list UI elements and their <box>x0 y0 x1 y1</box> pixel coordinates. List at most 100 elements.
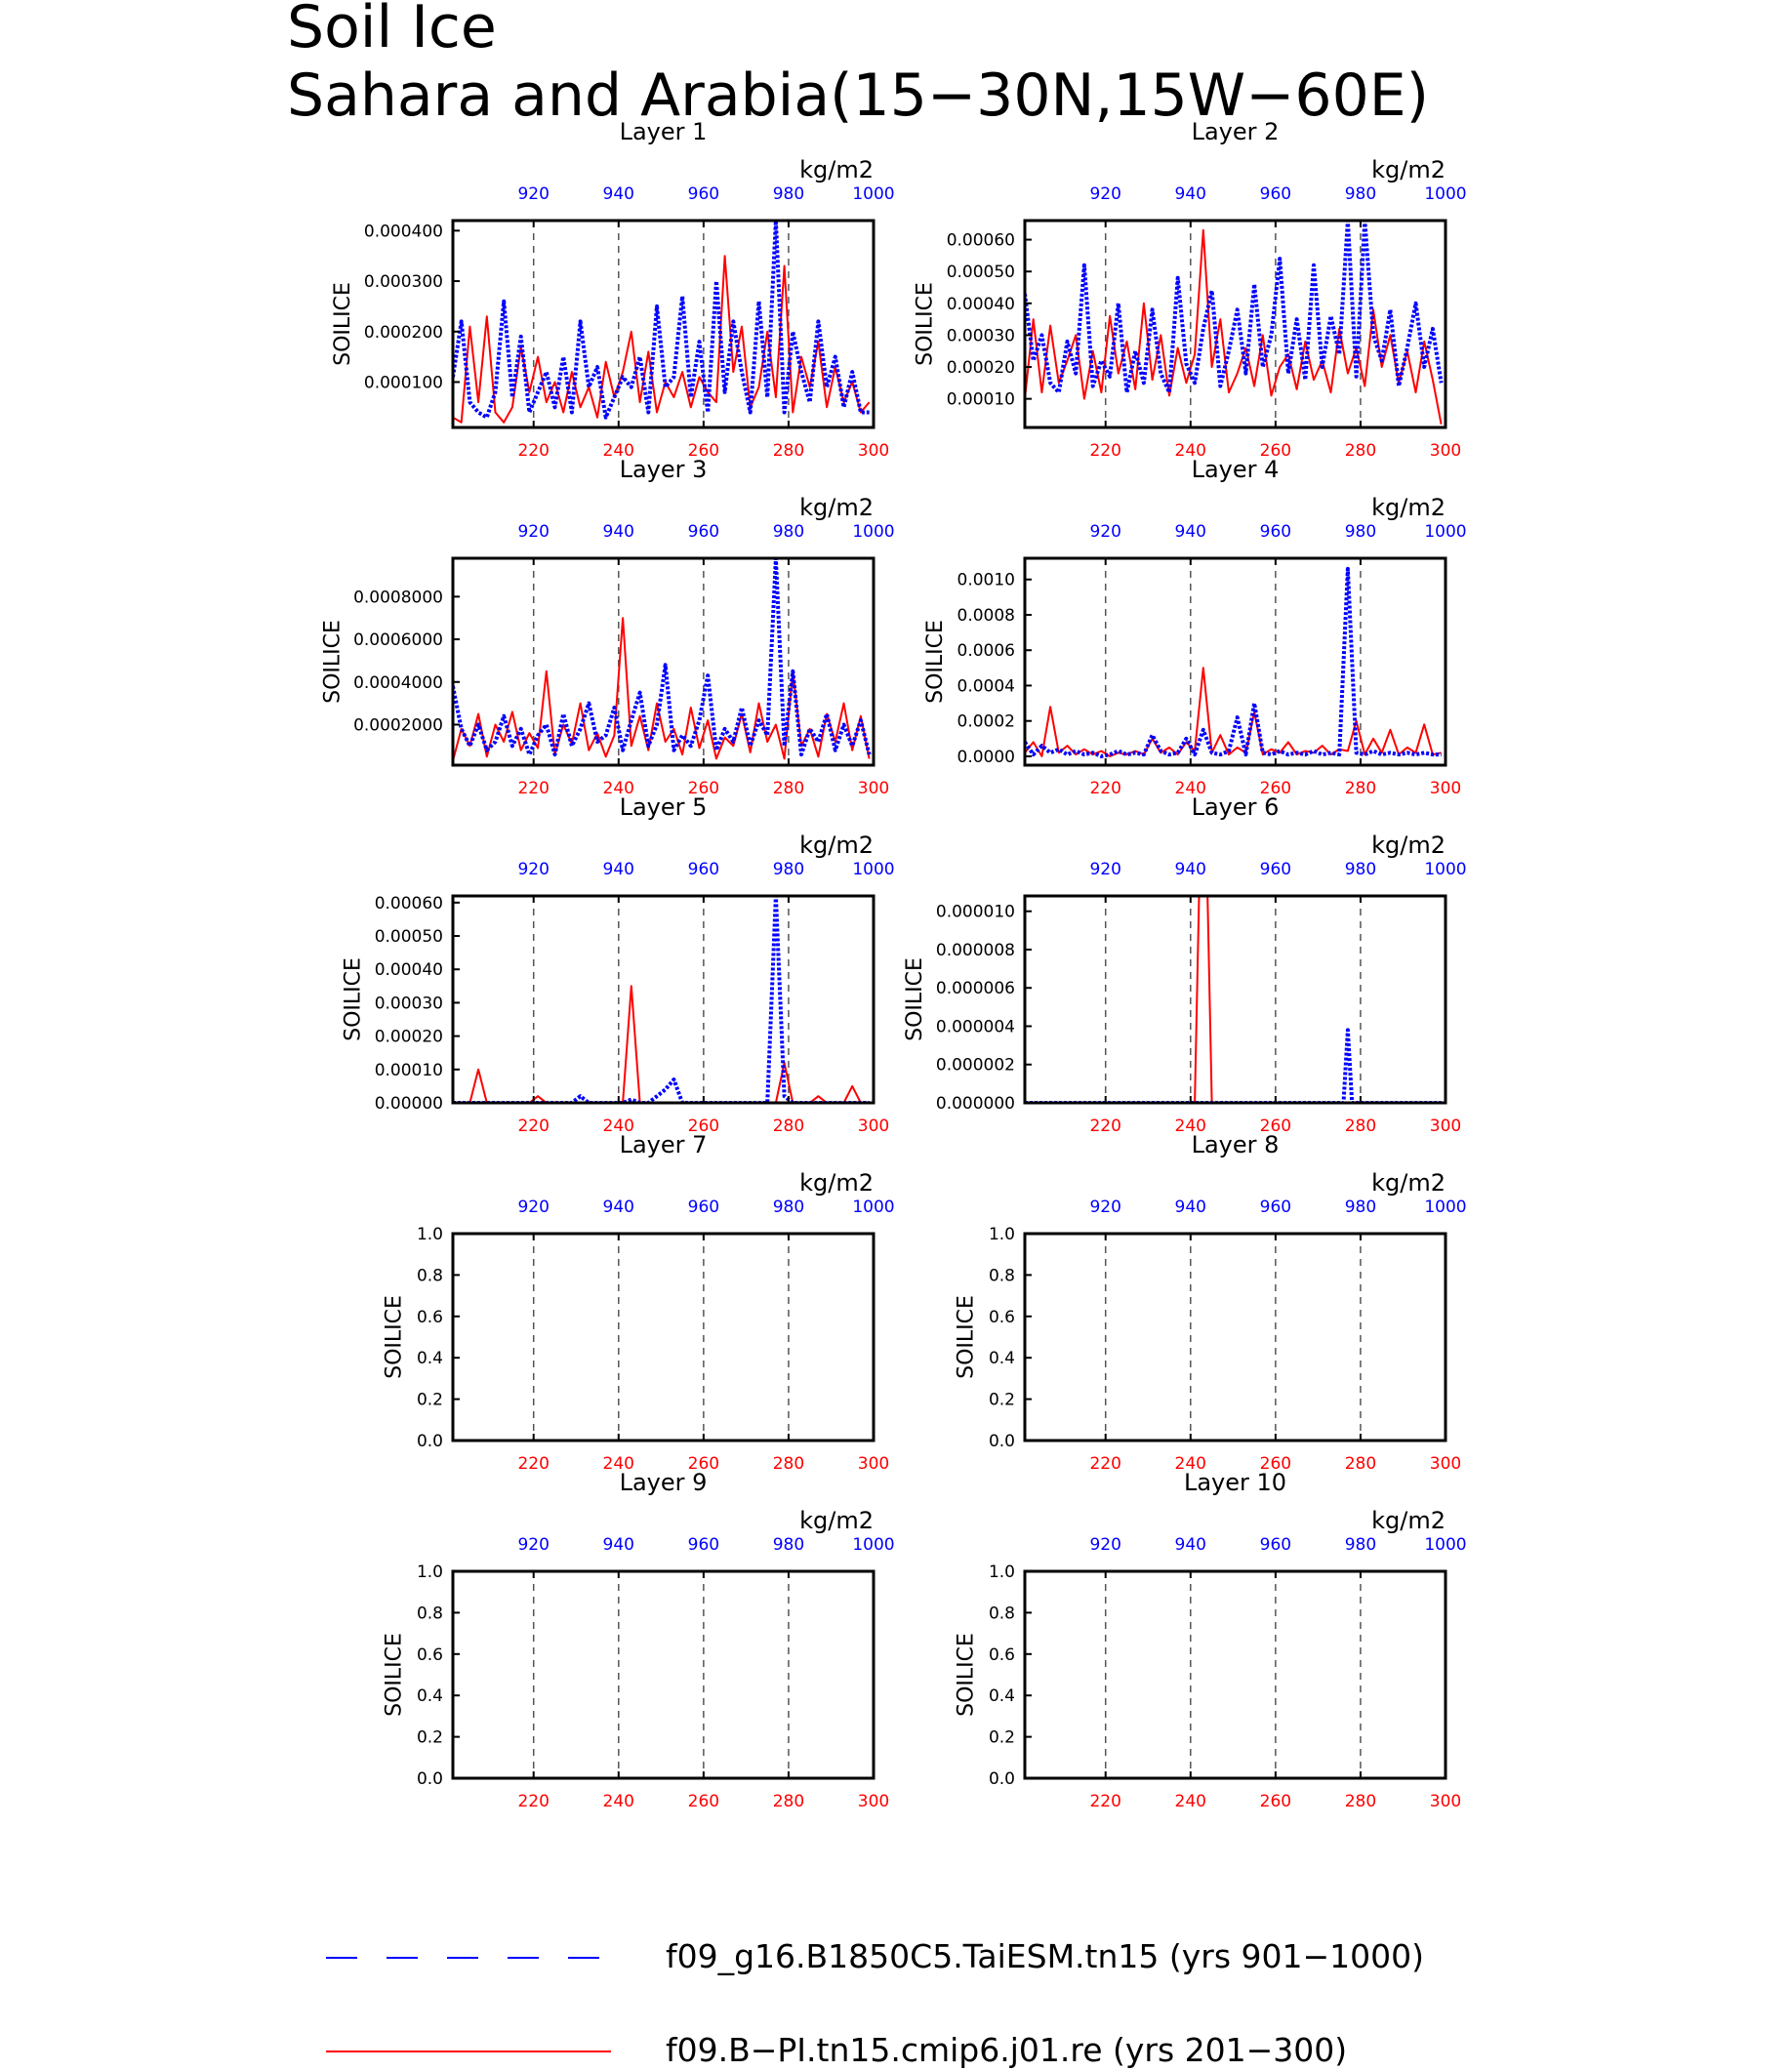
x-tick-label-top: 1000 <box>852 1535 894 1555</box>
x-tick-label-bottom: 300 <box>858 1792 889 1811</box>
x-tick-label-top: 1000 <box>852 184 894 204</box>
x-tick-label-top: 1000 <box>852 1198 894 1217</box>
series-line-red <box>453 617 871 761</box>
x-tick-label-bottom: 220 <box>1089 1117 1120 1136</box>
y-tick-label: 0.0008 <box>957 606 1015 626</box>
y-axis-label: SOILICE <box>955 1295 979 1379</box>
x-tick-label-bottom: 300 <box>1430 1792 1461 1811</box>
y-tick-label: 0.00050 <box>375 927 443 947</box>
plot-frame <box>451 556 876 767</box>
x-tick-label-top: 980 <box>773 1535 804 1555</box>
plot-frame <box>1023 219 1447 429</box>
y-tick-label: 0.2 <box>989 1728 1015 1748</box>
x-tick-label-top: 960 <box>688 860 719 879</box>
x-tick-label-bottom: 260 <box>688 1117 719 1136</box>
x-tick-label-top: 1000 <box>1424 860 1466 879</box>
x-tick-label-bottom: 300 <box>1430 779 1461 798</box>
y-tick-label: 0.00060 <box>947 231 1015 251</box>
x-tick-label-bottom: 220 <box>1089 1792 1120 1811</box>
y-tick-label: 0.00030 <box>375 994 443 1013</box>
y-tick-label: 0.0008000 <box>353 588 443 607</box>
y-tick-label: 0.0000 <box>957 748 1015 767</box>
y-axis-label: SOILICE <box>923 620 948 704</box>
y-tick-label: 0.00000 <box>375 1094 443 1114</box>
y-tick-label: 0.0 <box>417 1432 443 1451</box>
x-tick-label-top: 920 <box>517 184 549 204</box>
series-line-red <box>1025 667 1442 757</box>
y-tick-label: 1.0 <box>417 1563 443 1582</box>
y-tick-label: 0.000008 <box>936 941 1015 960</box>
y-tick-label: 0.00040 <box>947 295 1015 314</box>
panel-layer-3: Layer 3 kg/m2 220 240 260 280 300 920 940 960 980 1… <box>321 456 895 798</box>
x-tick-label-bottom: 220 <box>517 779 549 798</box>
panel-title: Layer 2 <box>1192 118 1280 145</box>
y-tick-label: 0.00050 <box>947 263 1015 282</box>
y-tick-label: 0.000300 <box>364 272 443 292</box>
x-tick-label-bottom: 280 <box>773 1792 804 1811</box>
x-tick-label-bottom: 220 <box>517 1792 549 1811</box>
x-tick-label-bottom: 240 <box>1175 441 1206 461</box>
panel-layer-4: Layer 4 kg/m2 220 240 260 280 300 920 940 960 980 1… <box>923 456 1467 798</box>
units-label: kg/m2 <box>1371 156 1446 183</box>
plot-frame <box>451 1569 876 1780</box>
x-tick-label-top: 960 <box>1260 1535 1291 1555</box>
x-tick-label-top: 980 <box>1345 184 1376 204</box>
panel-layer-1: Layer 1 kg/m2 220 240 260 280 300 920 940 960 980 1… <box>331 118 895 461</box>
x-tick-label-bottom: 300 <box>858 1117 889 1136</box>
x-tick-label-bottom: 280 <box>1345 441 1376 461</box>
panel-title: Layer 9 <box>620 1469 708 1496</box>
panel-layer-2: Layer 2 kg/m2 220 240 260 280 300 920 940 960 980 1… <box>914 118 1467 461</box>
x-tick-label-top: 940 <box>603 1535 634 1555</box>
figure-subtitle: Sahara and Arabia(15−30N,15W−60E) <box>287 61 1429 130</box>
x-tick-label-top: 980 <box>1345 1198 1376 1217</box>
units-label: kg/m2 <box>799 494 874 521</box>
x-tick-label-bottom: 240 <box>1175 1117 1206 1136</box>
y-tick-label: 0.4 <box>417 1686 443 1706</box>
x-tick-label-top: 940 <box>603 184 634 204</box>
y-tick-label: 0.000002 <box>936 1056 1015 1076</box>
x-tick-label-top: 960 <box>688 1535 719 1555</box>
x-tick-label-bottom: 280 <box>1345 1792 1376 1811</box>
x-tick-label-top: 980 <box>773 522 804 542</box>
x-tick-label-bottom: 220 <box>1089 779 1120 798</box>
x-tick-label-bottom: 300 <box>1430 1454 1461 1474</box>
y-tick-label: 0.8 <box>989 1266 1015 1285</box>
x-tick-label-top: 980 <box>773 860 804 879</box>
y-tick-label: 0.0006 <box>957 641 1015 661</box>
units-label: kg/m2 <box>1371 1169 1446 1197</box>
plot-frame <box>1023 894 1447 1105</box>
series-line-blue <box>1025 566 1442 758</box>
y-axis-label: SOILICE <box>955 1633 979 1717</box>
plot-frame <box>451 894 876 1105</box>
x-tick-label-top: 920 <box>1089 1535 1120 1555</box>
panel-layer-6: Layer 6 kg/m2 220 240 260 280 300 920 940 960 980 1… <box>903 793 1467 1136</box>
y-tick-label: 0.000400 <box>364 222 443 241</box>
units-label: kg/m2 <box>1371 494 1446 521</box>
x-tick-label-top: 960 <box>1260 860 1291 879</box>
y-tick-label: 0.0002000 <box>353 715 443 735</box>
x-tick-label-top: 960 <box>688 184 719 204</box>
x-tick-label-bottom: 220 <box>517 1454 549 1474</box>
series-line-blue <box>453 221 870 420</box>
y-tick-label: 0.0004 <box>957 676 1015 696</box>
y-tick-label: 0.8 <box>417 1266 443 1285</box>
y-tick-label: 0.0 <box>989 1769 1015 1789</box>
x-tick-label-bottom: 220 <box>517 441 549 461</box>
legend: f09_g16.B1850C5.TaiESM.tn15 (yrs 901−100… <box>326 1937 1424 2069</box>
panel-layer-9: Layer 9 kg/m2 220 240 260 280 300 920 940 960 980 1… <box>383 1469 895 1811</box>
panel-layer-8: Layer 8 kg/m2 220 240 260 280 300 920 940 960 980 1… <box>955 1131 1467 1474</box>
x-tick-label-top: 940 <box>603 1198 634 1217</box>
x-tick-label-top: 980 <box>773 184 804 204</box>
y-axis-label: SOILICE <box>914 282 938 366</box>
y-tick-label: 0.4 <box>989 1349 1015 1368</box>
x-tick-label-top: 980 <box>1345 522 1376 542</box>
y-tick-label: 0.4 <box>417 1349 443 1368</box>
x-tick-label-bottom: 300 <box>858 779 889 798</box>
y-tick-label: 0.0004000 <box>353 673 443 693</box>
x-tick-label-bottom: 240 <box>603 1454 634 1474</box>
series-line-blue <box>1025 1028 1442 1103</box>
y-tick-label: 0.000004 <box>936 1017 1015 1036</box>
panel-layer-10: Layer 10 kg/m2 220 240 260 280 300 920 940 960 980… <box>955 1469 1467 1811</box>
y-tick-label: 0.00020 <box>375 1028 443 1047</box>
x-tick-label-top: 940 <box>1175 1198 1206 1217</box>
